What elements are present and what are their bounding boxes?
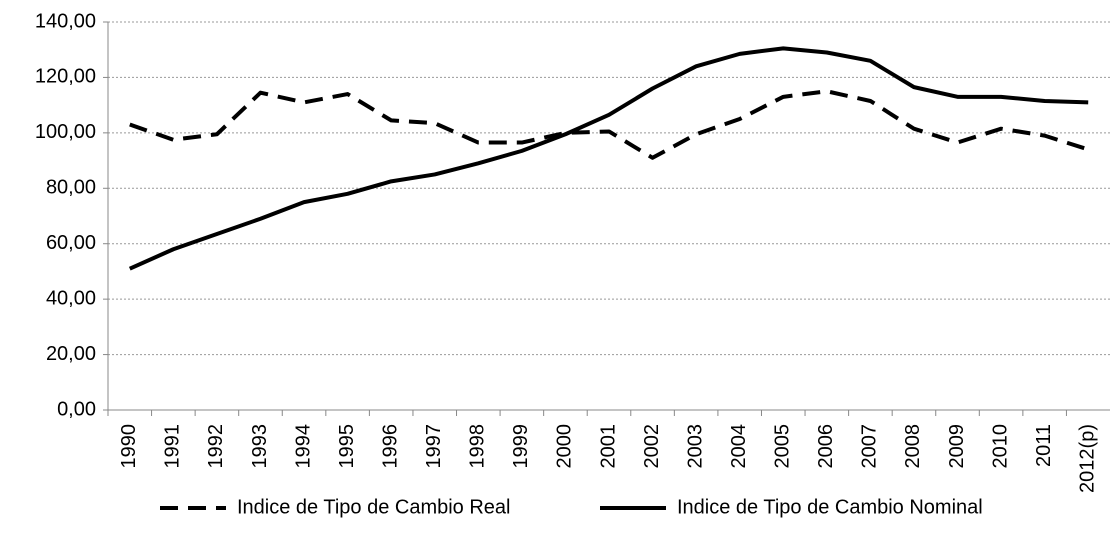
x-tick-label: 1999	[510, 424, 532, 469]
y-tick-label: 20,00	[46, 343, 96, 365]
legend-label: Indice de Tipo de Cambio Real	[237, 496, 511, 518]
x-tick-label: 2012(p)	[1076, 424, 1098, 493]
x-tick-label: 1998	[467, 424, 489, 469]
x-tick-label: 2010	[989, 424, 1011, 469]
y-tick-label: 100,00	[35, 121, 96, 143]
x-tick-label: 1995	[336, 424, 358, 469]
legend-label: Indice de Tipo de Cambio Nominal	[677, 496, 983, 518]
x-tick-label: 2005	[772, 424, 794, 469]
series-line	[128, 46, 1089, 271]
y-tick-label: 140,00	[35, 10, 96, 32]
x-tick-label: 1991	[162, 424, 184, 469]
x-tick-label: 1994	[292, 424, 314, 469]
x-tick-label: 2000	[554, 424, 576, 469]
x-tick-label: 1992	[205, 424, 227, 469]
y-tick-label: 120,00	[35, 66, 96, 88]
x-tick-label: 2011	[1033, 424, 1055, 467]
y-tick-label: 80,00	[46, 177, 96, 199]
x-tick-label: 2008	[902, 424, 924, 469]
x-tick-label: 2007	[859, 424, 881, 469]
x-tick-label: 2004	[728, 424, 750, 469]
series-line	[129, 89, 1089, 160]
x-tick-label: 1997	[423, 424, 445, 469]
y-tick-label: 40,00	[46, 287, 96, 309]
x-tick-label: 1990	[118, 424, 140, 469]
x-tick-label: 2006	[815, 424, 837, 469]
y-tick-label: 60,00	[46, 232, 96, 254]
x-tick-label: 2003	[684, 424, 706, 469]
x-tick-label: 2009	[946, 424, 968, 469]
x-tick-label: 1993	[249, 424, 271, 469]
x-tick-label: 2002	[641, 424, 663, 469]
x-tick-label: 1996	[379, 424, 401, 469]
y-tick-label: 0,00	[57, 398, 96, 420]
x-tick-label: 2001	[597, 424, 619, 469]
